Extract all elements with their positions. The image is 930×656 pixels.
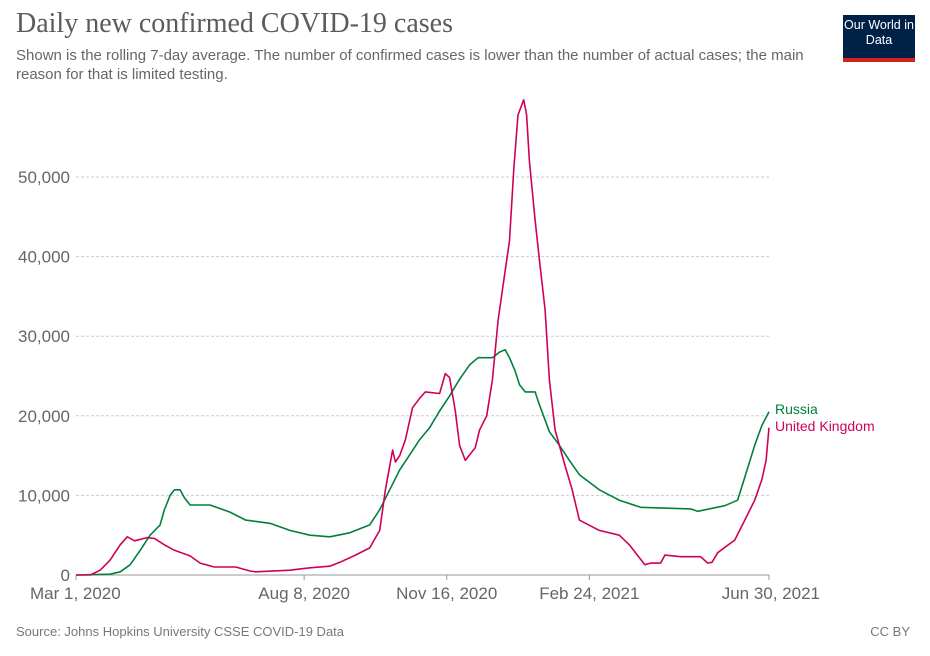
chart-title: Daily new confirmed COVID-19 cases — [16, 8, 453, 39]
source-note[interactable]: Source: Johns Hopkins University CSSE CO… — [16, 624, 345, 639]
series-line-russia — [75, 348, 770, 576]
x-tick-label: Feb 24, 2021 — [539, 584, 639, 603]
y-tick-label: 20,000 — [18, 407, 70, 426]
logo-text: Our World in Data — [844, 18, 914, 47]
y-tick-label: 50,000 — [18, 168, 70, 187]
y-tick-label: 30,000 — [18, 327, 70, 346]
owid-logo[interactable]: Our World in Data — [843, 15, 915, 62]
x-tick-label: Aug 8, 2020 — [258, 584, 350, 603]
series-label: United Kingdom — [775, 418, 875, 434]
x-tick-label: Nov 16, 2020 — [396, 584, 497, 603]
series-label: Russia — [775, 401, 818, 417]
license-link[interactable]: CC BY — [870, 624, 910, 639]
series-line-united-kingdom — [76, 99, 770, 576]
y-tick-label: 40,000 — [18, 248, 70, 267]
x-tick-label: Jun 30, 2021 — [722, 584, 820, 603]
chart-subtitle: Shown is the rolling 7-day average. The … — [16, 47, 804, 83]
x-tick-label: Mar 1, 2020 — [30, 584, 121, 603]
y-tick-label: 0 — [61, 566, 70, 585]
y-tick-label: 10,000 — [18, 486, 70, 505]
